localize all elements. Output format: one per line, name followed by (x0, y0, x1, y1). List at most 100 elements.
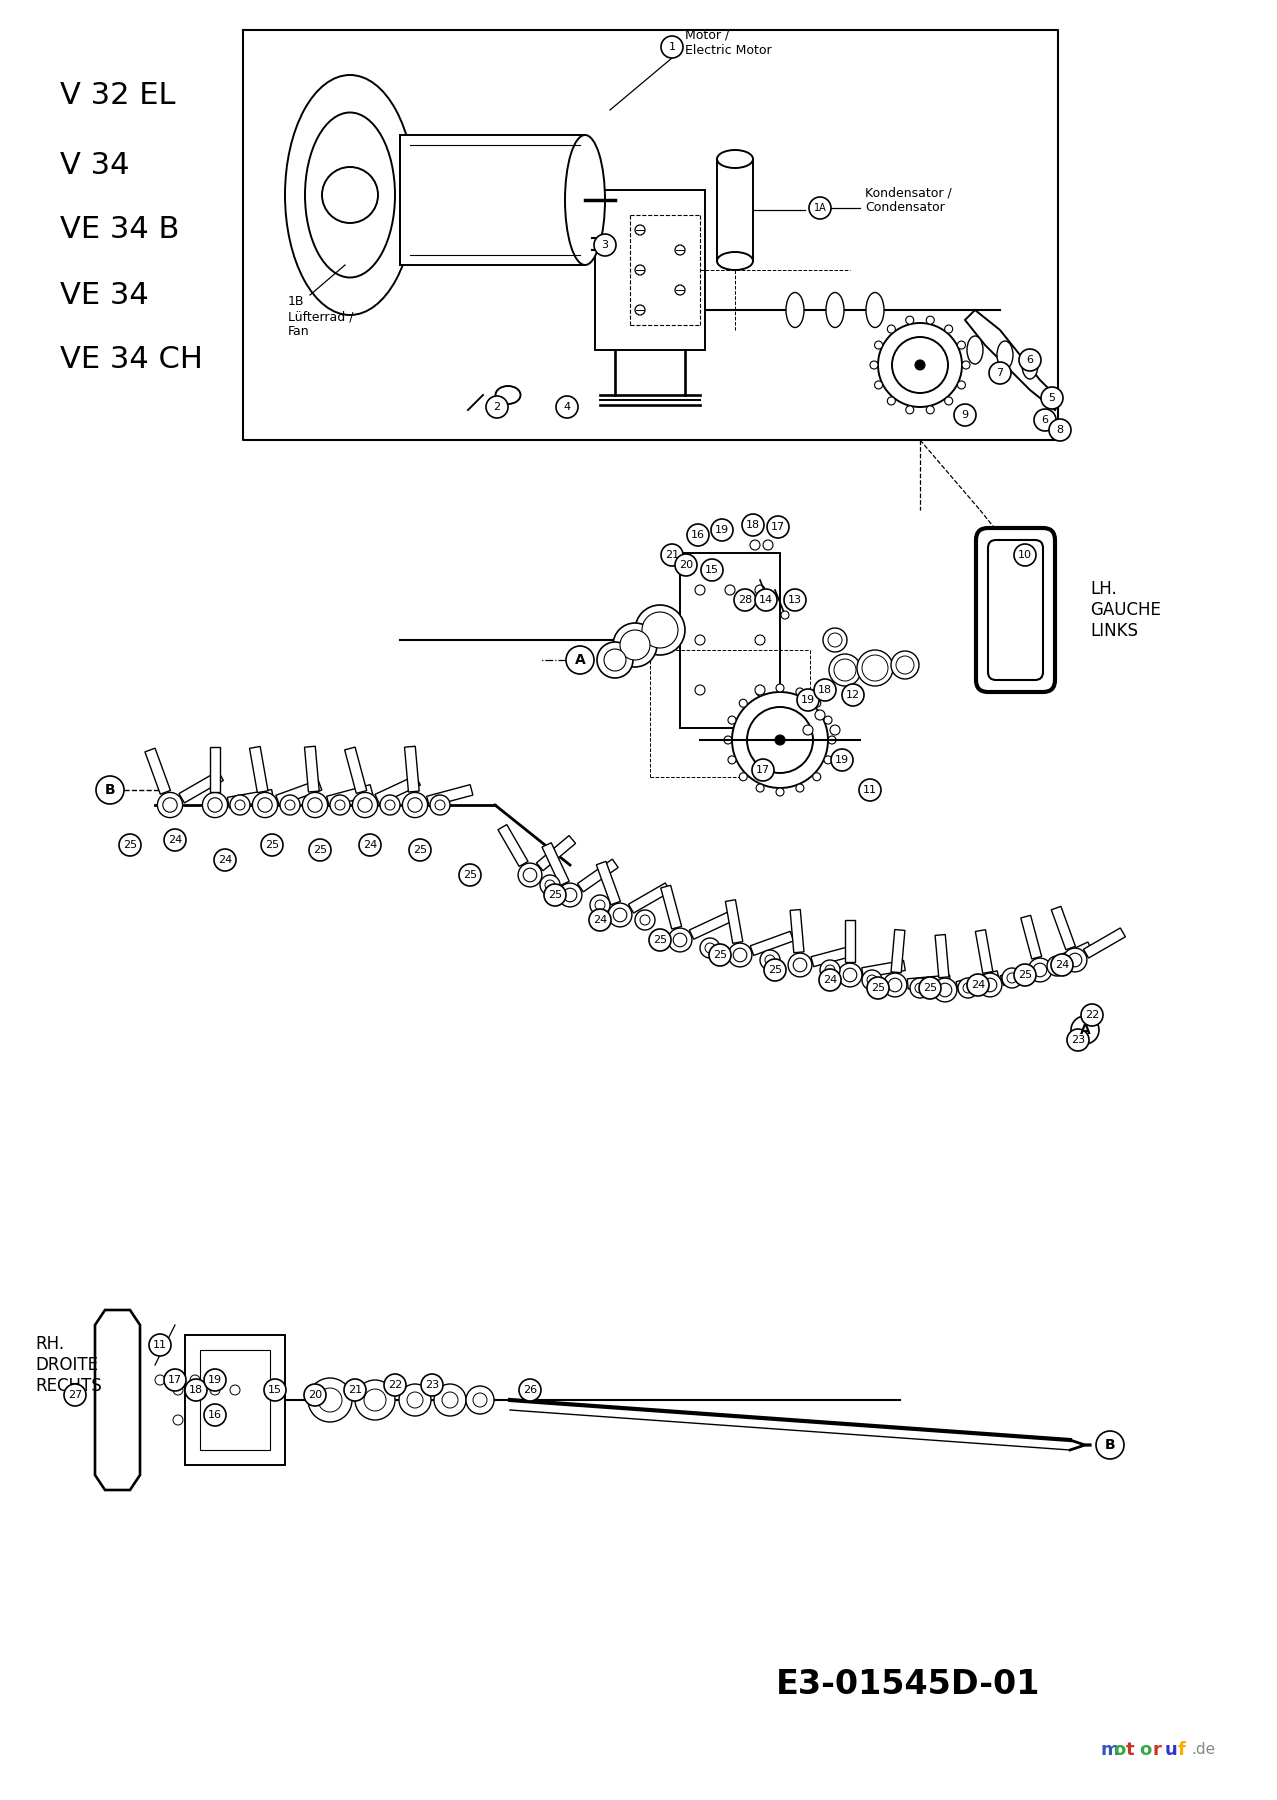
Circle shape (766, 601, 774, 608)
FancyBboxPatch shape (988, 540, 1043, 680)
Circle shape (261, 833, 283, 857)
Circle shape (687, 524, 709, 545)
Ellipse shape (826, 292, 844, 328)
Ellipse shape (305, 112, 395, 277)
Circle shape (1051, 954, 1073, 976)
Polygon shape (845, 920, 856, 963)
Polygon shape (179, 770, 223, 803)
Circle shape (1028, 958, 1052, 983)
Circle shape (172, 1384, 183, 1395)
Text: 19: 19 (715, 526, 729, 535)
Text: 19: 19 (801, 695, 815, 706)
Circle shape (518, 862, 541, 887)
Circle shape (608, 904, 632, 927)
Circle shape (893, 337, 948, 392)
Circle shape (673, 932, 687, 947)
Circle shape (595, 900, 605, 911)
Text: 17: 17 (169, 1375, 183, 1384)
Circle shape (827, 736, 836, 743)
Text: 17: 17 (756, 765, 770, 776)
Circle shape (563, 887, 577, 902)
Circle shape (1096, 1431, 1124, 1460)
Circle shape (765, 956, 775, 965)
Circle shape (409, 839, 432, 860)
Circle shape (149, 1334, 171, 1355)
Text: 23: 23 (1071, 1035, 1085, 1046)
Text: 18: 18 (819, 686, 833, 695)
Circle shape (958, 340, 965, 349)
Circle shape (954, 403, 976, 427)
Text: o: o (1114, 1741, 1125, 1759)
Circle shape (96, 776, 124, 805)
Circle shape (827, 634, 842, 646)
Circle shape (830, 725, 840, 734)
Circle shape (834, 659, 856, 680)
Bar (679, 553, 780, 727)
Text: 13: 13 (788, 596, 802, 605)
Circle shape (472, 1393, 487, 1408)
Circle shape (756, 688, 764, 697)
Circle shape (755, 686, 765, 695)
Text: 12: 12 (845, 689, 861, 700)
Circle shape (750, 540, 760, 551)
Circle shape (911, 977, 930, 997)
Polygon shape (811, 945, 854, 967)
Circle shape (755, 589, 776, 610)
Circle shape (813, 679, 836, 700)
Circle shape (555, 396, 578, 418)
Circle shape (755, 585, 765, 596)
Polygon shape (498, 824, 529, 866)
Circle shape (1048, 419, 1071, 441)
Circle shape (668, 929, 692, 952)
Circle shape (824, 716, 833, 724)
Circle shape (797, 689, 819, 711)
Text: 25: 25 (313, 844, 327, 855)
Circle shape (309, 839, 331, 860)
Circle shape (884, 974, 907, 997)
Circle shape (776, 788, 784, 796)
Circle shape (230, 1384, 240, 1395)
Circle shape (767, 517, 789, 538)
Circle shape (875, 382, 882, 389)
Circle shape (867, 976, 877, 985)
Circle shape (831, 749, 853, 770)
Text: 28: 28 (738, 596, 752, 605)
Circle shape (384, 799, 395, 810)
Text: B: B (1105, 1438, 1115, 1453)
Polygon shape (209, 747, 221, 792)
Circle shape (958, 382, 965, 389)
Circle shape (762, 540, 773, 551)
Circle shape (1034, 409, 1056, 430)
Circle shape (829, 653, 861, 686)
Circle shape (1068, 954, 1082, 967)
Circle shape (728, 716, 736, 724)
Text: B: B (105, 783, 115, 797)
Circle shape (945, 326, 953, 333)
Circle shape (303, 792, 328, 817)
Text: VE 34: VE 34 (60, 281, 148, 310)
Circle shape (155, 1375, 165, 1384)
Circle shape (435, 799, 444, 810)
Polygon shape (907, 976, 950, 988)
Circle shape (1082, 1004, 1103, 1026)
Polygon shape (405, 747, 419, 792)
Circle shape (235, 799, 245, 810)
Circle shape (163, 1370, 186, 1391)
Circle shape (209, 1415, 220, 1426)
Circle shape (381, 796, 400, 815)
Text: 1: 1 (668, 41, 676, 52)
Circle shape (635, 225, 645, 236)
Text: 2: 2 (493, 401, 501, 412)
Ellipse shape (716, 252, 753, 270)
Circle shape (172, 1415, 183, 1426)
Circle shape (676, 284, 684, 295)
Circle shape (739, 772, 747, 781)
Circle shape (329, 796, 350, 815)
Text: 15: 15 (268, 1384, 282, 1395)
Circle shape (359, 833, 381, 857)
Circle shape (875, 340, 882, 349)
Text: A: A (1079, 1022, 1091, 1037)
Polygon shape (276, 779, 322, 805)
Text: 11: 11 (863, 785, 877, 796)
Circle shape (308, 1379, 352, 1422)
